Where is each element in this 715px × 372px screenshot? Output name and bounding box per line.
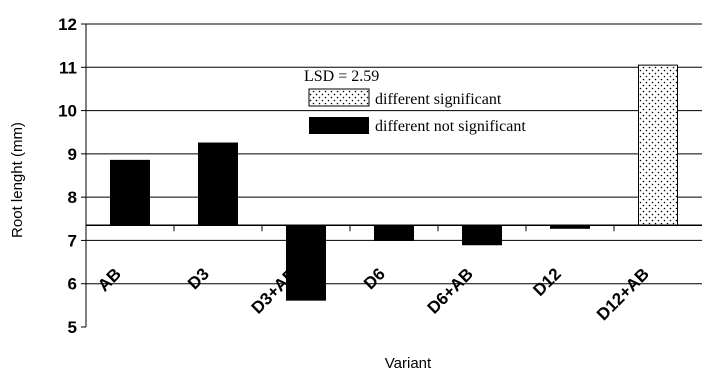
x-tick-label: D6: [360, 264, 389, 293]
legend-title: LSD = 2.59: [304, 68, 379, 85]
y-axis-title: Root lenght (mm): [9, 122, 26, 238]
axes: [85, 24, 702, 327]
bar-d3: [198, 142, 238, 226]
bar-d6-plus-ab: [462, 224, 502, 246]
x-axis-title: Variant: [385, 355, 432, 372]
bars: [110, 64, 678, 301]
bar-d3-plus-ab: [286, 224, 326, 301]
legend: LSD = 2.59 different significant differe…: [304, 68, 526, 135]
x-tick-label: D6+AB: [424, 264, 477, 317]
gridlines: [86, 23, 702, 285]
y-tick-label: 6: [68, 275, 77, 294]
bar-ab: [110, 159, 150, 226]
y-tick-label: 9: [68, 145, 77, 164]
legend-swatch-significant: [308, 88, 370, 107]
category-labels: AB D3 D3+AB D6 D6+AB D12 D12+AB: [94, 264, 653, 324]
x-tick-label: D12: [529, 264, 564, 299]
y-tick-label: 10: [58, 102, 77, 121]
legend-label-significant: different significant: [375, 91, 502, 108]
y-tick-label: 5: [68, 318, 77, 337]
y-tick-label: 7: [68, 231, 77, 250]
y-axis-ticks: 5 6 7 8 9 10 11 12: [58, 15, 86, 337]
y-tick-label: 11: [59, 58, 77, 77]
x-tick-label: AB: [94, 264, 125, 295]
y-tick-label: 12: [58, 15, 77, 34]
x-tick-label: D12+AB: [593, 264, 653, 324]
y-tick-label: 8: [68, 188, 77, 207]
x-tick-label: D3: [184, 264, 213, 293]
bar-d6: [374, 224, 414, 241]
legend-label-not-significant: different not significant: [375, 118, 526, 135]
bar-d12-plus-ab: [638, 64, 678, 226]
legend-swatch-not-significant: [309, 117, 369, 134]
